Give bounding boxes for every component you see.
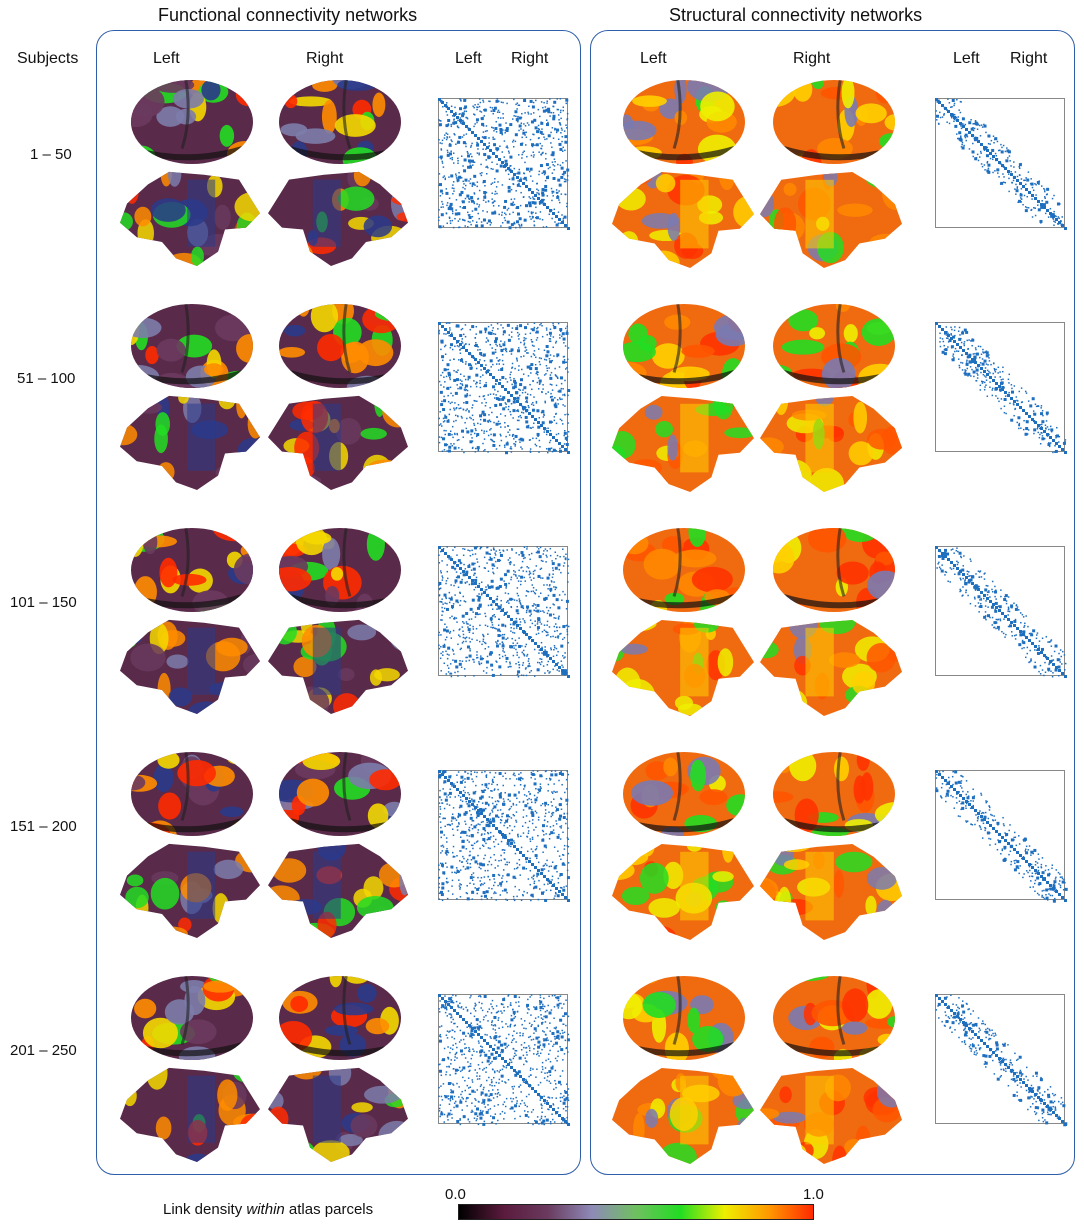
functional-connectivity-matrix — [438, 770, 570, 902]
functional-right-flatmap — [268, 1067, 408, 1163]
functional-right-flatmap — [268, 619, 408, 715]
structural-left-flatmap — [612, 619, 754, 717]
structural-left-flatmap — [612, 843, 754, 941]
row-label: 101 – 150 — [10, 594, 77, 611]
functional-panel — [96, 30, 581, 1175]
structural-connectivity-matrix — [935, 322, 1067, 454]
functional-right-flatmap — [268, 395, 408, 491]
functional-left-flatmap — [120, 1067, 260, 1163]
structural-matrix-left-header: Left — [953, 50, 980, 67]
structural-right-flatmap — [760, 171, 902, 269]
structural-left-lateral-view — [623, 528, 745, 612]
structural-right-flatmap — [760, 843, 902, 941]
structural-connectivity-matrix — [935, 994, 1068, 1127]
structural-right-lateral-view — [773, 976, 895, 1060]
structural-left-flatmap — [612, 395, 754, 493]
row-label: 51 – 100 — [17, 370, 76, 387]
structural-right-lateral-view — [773, 80, 895, 164]
structural-right-lateral-view — [773, 528, 895, 612]
functional-title: Functional connectivity networks — [158, 5, 418, 25]
functional-left-flatmap — [120, 843, 260, 939]
structural-right-lateral-view — [773, 304, 895, 388]
structural-right-flatmap — [760, 395, 902, 493]
structural-right-flatmap — [760, 1067, 902, 1165]
functional-connectivity-matrix — [438, 994, 570, 1126]
structural-left-flatmap — [612, 171, 754, 269]
structural-panel — [590, 30, 1075, 1175]
functional-connectivity-matrix — [438, 546, 570, 678]
structural-left-lateral-view — [623, 976, 745, 1060]
structural-left-lateral-view — [623, 80, 745, 164]
structural-connectivity-matrix — [935, 770, 1068, 903]
structural-matrix-right-header: Right — [1010, 50, 1048, 67]
functional-right-flatmap — [268, 171, 408, 267]
structural-left-flatmap — [612, 1067, 754, 1165]
structural-right-header: Right — [793, 50, 831, 67]
structural-title: Structural connectivity networks — [669, 5, 923, 25]
structural-connectivity-matrix — [935, 98, 1067, 230]
structural-connectivity-matrix — [935, 546, 1067, 678]
colorbar-max-label: 1.0 — [803, 1186, 824, 1203]
functional-connectivity-matrix — [438, 322, 571, 455]
structural-right-flatmap — [760, 619, 902, 717]
structural-right-lateral-view — [773, 752, 895, 836]
functional-connectivity-matrix — [438, 98, 570, 230]
functional-right-lateral-view — [279, 528, 401, 612]
functional-left-header: Left — [153, 50, 180, 67]
row-label: 1 – 50 — [30, 146, 72, 163]
functional-right-header: Right — [306, 50, 344, 67]
functional-left-flatmap — [120, 619, 260, 715]
functional-right-flatmap — [268, 843, 408, 939]
colorbar-min-label: 0.0 — [445, 1186, 466, 1203]
functional-matrix-left-header: Left — [455, 50, 482, 67]
functional-left-flatmap — [120, 395, 260, 491]
subjects-header: Subjects — [17, 50, 79, 67]
functional-right-lateral-view — [279, 304, 401, 388]
functional-left-lateral-view — [131, 752, 253, 836]
functional-left-lateral-view — [131, 976, 253, 1060]
legend-label: Link density within atlas parcels — [163, 1201, 374, 1218]
functional-left-lateral-view — [131, 528, 253, 612]
functional-left-lateral-view — [131, 80, 253, 164]
functional-matrix-right-header: Right — [511, 50, 549, 67]
functional-right-lateral-view — [279, 80, 401, 164]
row-label: 201 – 250 — [10, 1042, 77, 1059]
functional-left-flatmap — [120, 171, 260, 267]
functional-right-lateral-view — [279, 752, 401, 836]
row-label: 151 – 200 — [10, 818, 77, 835]
structural-left-header: Left — [640, 50, 667, 67]
functional-left-lateral-view — [131, 304, 253, 388]
colorbar — [458, 1204, 814, 1220]
structural-left-lateral-view — [623, 304, 745, 388]
structural-left-lateral-view — [623, 752, 745, 836]
functional-right-lateral-view — [279, 976, 401, 1060]
